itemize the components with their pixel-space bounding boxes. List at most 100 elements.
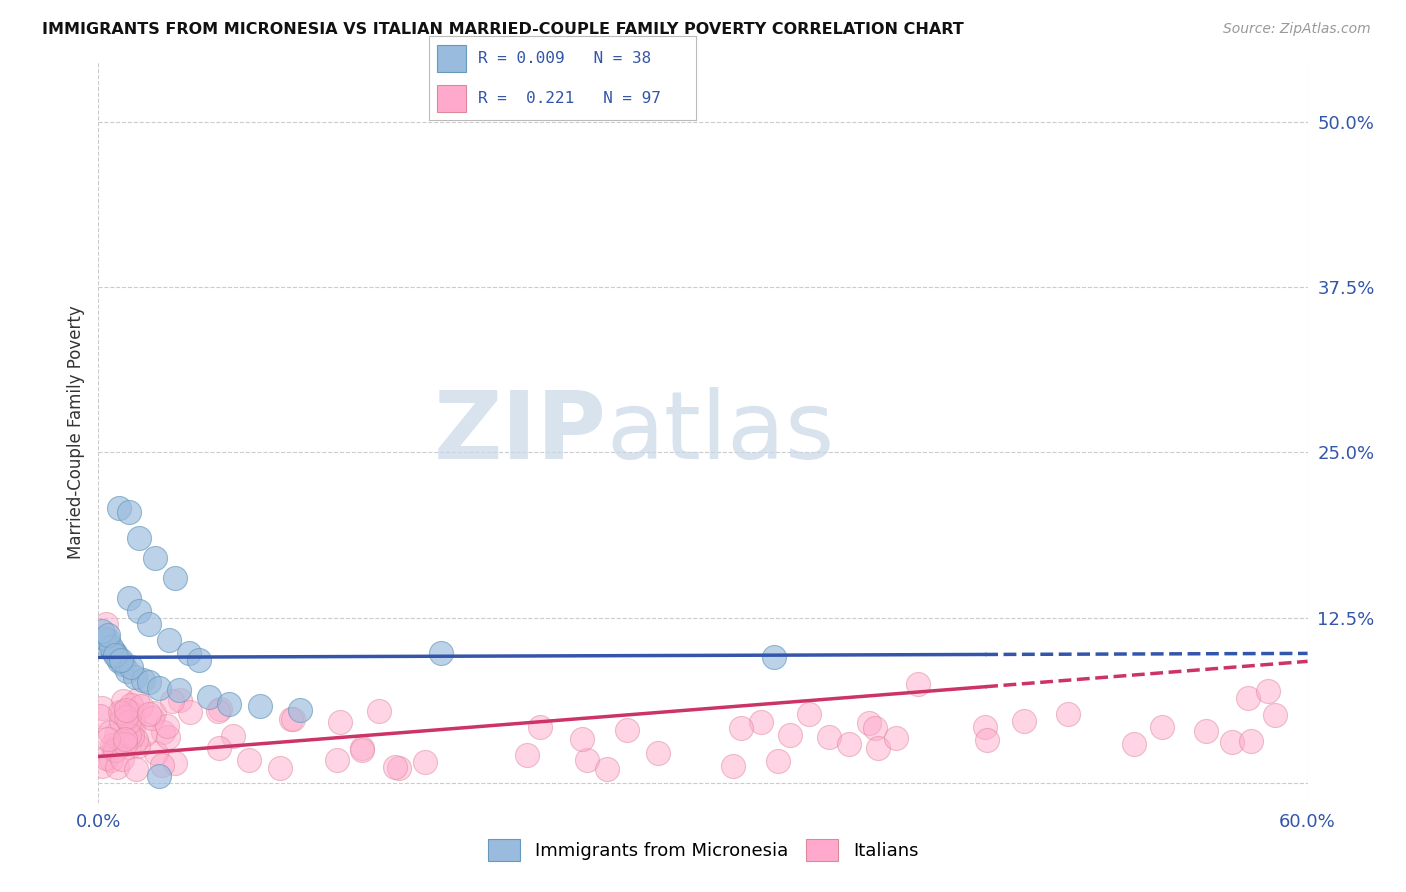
Point [238, 753, 260, 767]
Point [415, 755, 437, 769]
Point [884, 731, 907, 745]
Point [1152, 720, 1174, 734]
Point [121, 729, 143, 743]
Point [179, 647, 201, 661]
Point [110, 705, 132, 719]
Point [100, 753, 122, 767]
Point [766, 754, 789, 768]
Point [157, 633, 180, 648]
Point [721, 759, 744, 773]
Point [148, 769, 170, 783]
Point [103, 647, 125, 661]
Point [91, 624, 114, 638]
Point [93, 631, 115, 645]
Point [866, 741, 889, 756]
Point [124, 670, 146, 684]
Point [98, 724, 121, 739]
Point [118, 740, 141, 755]
Point [762, 650, 785, 665]
Bar [437, 85, 467, 112]
Point [115, 710, 138, 724]
Point [117, 711, 139, 725]
Point [138, 675, 160, 690]
Point [188, 653, 211, 667]
Point [529, 720, 551, 734]
Point [138, 617, 160, 632]
Point [179, 705, 201, 719]
Point [1237, 691, 1260, 706]
Point [107, 654, 129, 668]
Point [148, 681, 170, 695]
Point [163, 571, 186, 585]
Point [111, 694, 134, 708]
Text: Source: ZipAtlas.com: Source: ZipAtlas.com [1223, 22, 1371, 37]
Point [145, 746, 167, 760]
Point [838, 737, 860, 751]
Point [198, 690, 221, 704]
Point [97, 731, 120, 746]
Point [138, 707, 160, 722]
Point [208, 701, 231, 715]
Point [329, 714, 352, 729]
Point [114, 737, 136, 751]
Point [96, 617, 118, 632]
Point [1257, 683, 1279, 698]
Point [907, 676, 929, 690]
Point [128, 604, 150, 618]
Point [91, 759, 114, 773]
Point [115, 703, 138, 717]
Point [160, 694, 183, 708]
Point [114, 732, 136, 747]
Point [100, 640, 122, 654]
Point [125, 762, 148, 776]
Point [976, 733, 998, 747]
Point [352, 741, 374, 756]
Point [122, 713, 145, 727]
Point [616, 723, 638, 738]
Point [89, 708, 111, 723]
Point [818, 730, 841, 744]
Point [1195, 724, 1218, 739]
Point [111, 657, 134, 671]
Point [125, 732, 148, 747]
Text: IMMIGRANTS FROM MICRONESIA VS ITALIAN MARRIED-COUPLE FAMILY POVERTY CORRELATION : IMMIGRANTS FROM MICRONESIA VS ITALIAN MA… [42, 22, 965, 37]
Point [799, 706, 821, 721]
Point [1240, 734, 1263, 748]
Point [152, 724, 174, 739]
Text: atlas: atlas [606, 386, 835, 479]
Point [1123, 737, 1146, 751]
Point [134, 727, 156, 741]
Point [863, 722, 886, 736]
Point [104, 728, 127, 742]
Point [163, 756, 186, 770]
Point [283, 713, 305, 727]
Point [1222, 735, 1244, 749]
Point [368, 704, 391, 718]
Point [118, 591, 141, 605]
Point [280, 712, 302, 726]
Point [207, 704, 229, 718]
Point [143, 706, 166, 721]
Point [222, 729, 245, 743]
Point [118, 728, 141, 742]
Text: R = 0.009   N = 38: R = 0.009 N = 38 [478, 51, 651, 66]
Point [110, 653, 132, 667]
Point [118, 505, 141, 519]
Bar [437, 45, 467, 72]
Point [749, 714, 772, 729]
Point [157, 730, 180, 744]
Point [103, 740, 125, 755]
Point [118, 714, 141, 729]
Point [571, 731, 593, 746]
Point [326, 753, 349, 767]
Point [388, 761, 411, 775]
Point [127, 693, 149, 707]
Text: R =  0.221   N = 97: R = 0.221 N = 97 [478, 91, 661, 106]
Point [152, 757, 174, 772]
Legend: Immigrants from Micronesia, Italians: Immigrants from Micronesia, Italians [481, 831, 925, 868]
Point [120, 698, 142, 713]
Point [101, 644, 124, 658]
Point [647, 746, 669, 760]
Point [155, 719, 177, 733]
Point [596, 762, 619, 776]
